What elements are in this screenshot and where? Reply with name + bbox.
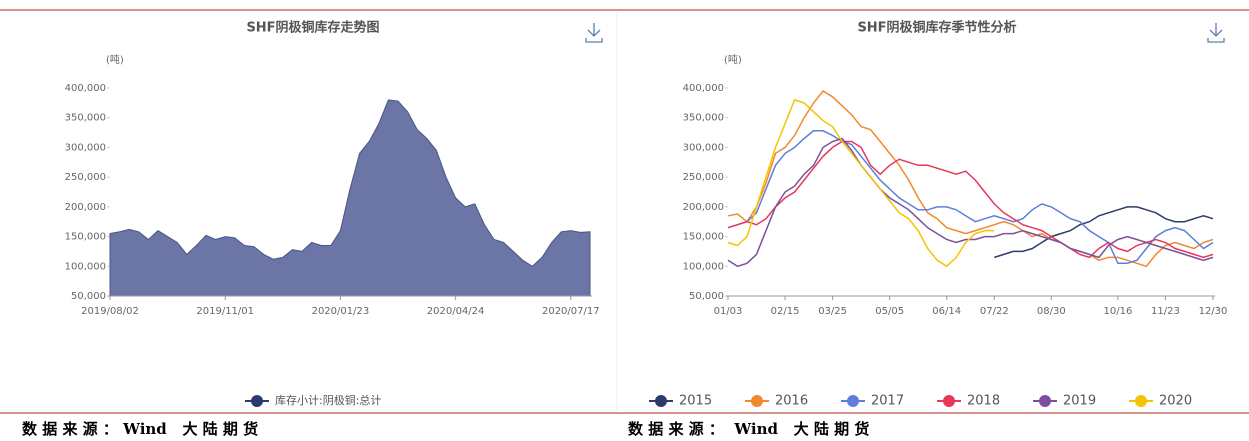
x-tick-label: 10/16 — [1103, 306, 1132, 317]
y-tick-label: 300,000 — [683, 142, 724, 153]
x-tick-label: 03/25 — [818, 306, 847, 317]
y-tick-label: 250,000 — [65, 172, 106, 183]
x-tick-label: 08/30 — [1037, 306, 1066, 317]
line — [727, 98, 995, 268]
line — [727, 140, 1214, 259]
x-tick-label: 2019/08/02 — [81, 306, 139, 317]
y-tick-label: 350,000 — [683, 113, 724, 124]
legend-label: 2016 — [775, 394, 808, 409]
x-tick-label: 2020/07/17 — [542, 306, 600, 317]
legend-marker — [655, 395, 667, 407]
x-tick-label: 07/22 — [980, 306, 1009, 317]
legend-marker — [251, 395, 263, 407]
x-tick-label: 2020/01/23 — [312, 306, 370, 317]
line — [994, 206, 1214, 259]
y-tick-label: 50,000 — [689, 291, 724, 302]
legend-marker — [847, 395, 859, 407]
y-tick-label: 100,000 — [683, 261, 724, 272]
footer-source: 数 据 来 源 ： Wind 大 陆 期 货 — [22, 420, 258, 438]
legend-marker — [943, 395, 955, 407]
y-tick-label: 150,000 — [65, 232, 106, 243]
area — [109, 99, 591, 297]
y-tick-label: 350,000 — [65, 113, 106, 124]
legend-label: 2015 — [679, 394, 712, 409]
x-tick-label: 01/03 — [714, 306, 743, 317]
legend-label: 2017 — [871, 394, 904, 409]
y-tick-label: 250,000 — [683, 172, 724, 183]
y-tick-label: 300,000 — [65, 142, 106, 153]
y-tick-label: 200,000 — [65, 202, 106, 213]
download-icon[interactable] — [585, 23, 1225, 43]
y-tick-label: 50,000 — [71, 291, 106, 302]
y-tick-label: 200,000 — [683, 202, 724, 213]
x-tick-label: 2020/04/24 — [427, 306, 485, 317]
x-tick-label: 2019/11/01 — [196, 306, 254, 317]
legend-marker — [1039, 395, 1051, 407]
y-tick-label: 150,000 — [683, 232, 724, 243]
x-tick-label: 05/05 — [875, 306, 904, 317]
legend-marker — [751, 395, 763, 407]
y-tick-label: 400,000 — [65, 83, 106, 94]
footer-source: 数 据 来 源 ： Wind 大 陆 期 货 — [628, 420, 869, 438]
legend-label: 2018 — [967, 394, 1000, 409]
x-tick-label: 02/15 — [771, 306, 800, 317]
legend-marker — [1135, 395, 1147, 407]
legend-label: 2020 — [1159, 394, 1192, 409]
x-tick-label: 12/30 — [1199, 306, 1228, 317]
x-tick-label: 06/14 — [932, 306, 961, 317]
chart-title: SHF阴极铜库存季节性分析 — [857, 20, 1016, 36]
line — [727, 137, 1214, 268]
chart-title: SHF阴极铜库存走势图 — [246, 20, 379, 36]
y-tick-label: 100,000 — [65, 261, 106, 272]
legend-label: 2019 — [1063, 394, 1096, 409]
y-axis-unit: (吨) — [724, 53, 742, 66]
y-tick-label: 400,000 — [683, 83, 724, 94]
line — [727, 130, 1214, 265]
x-tick-label: 11/23 — [1151, 306, 1180, 317]
legend-label: 库存小计:阴极铜:总计 — [275, 393, 381, 407]
y-axis-unit: (吨) — [106, 53, 124, 66]
